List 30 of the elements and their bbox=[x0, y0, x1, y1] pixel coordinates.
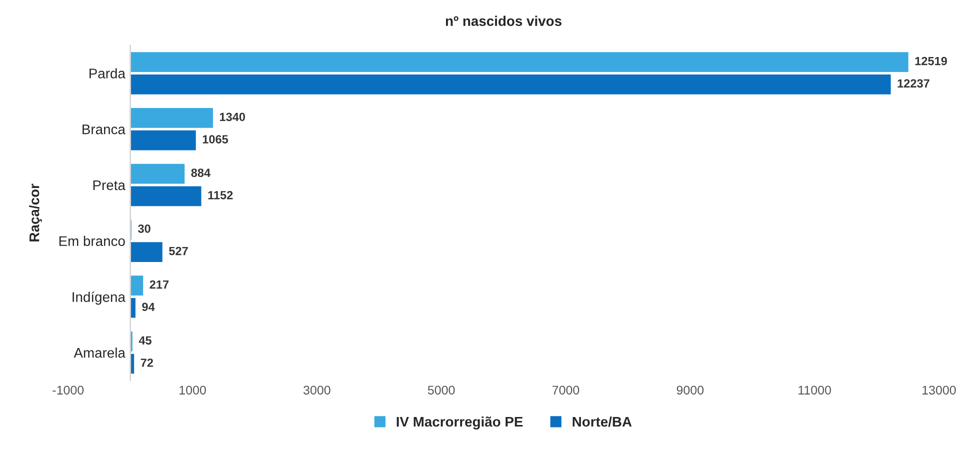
x-tick-label: 7000 bbox=[552, 386, 580, 395]
y-tick-label: Amarela bbox=[74, 348, 126, 358]
y-tick-label: Parda bbox=[90, 68, 126, 78]
legend-label: Norte/BA bbox=[572, 416, 632, 427]
x-tick-label: 11000 bbox=[798, 386, 831, 395]
data-label: 1065 bbox=[202, 135, 228, 144]
data-label: 527 bbox=[169, 246, 188, 256]
data-label: 94 bbox=[142, 302, 155, 312]
x-tick-label: 3000 bbox=[303, 386, 330, 395]
data-label: 30 bbox=[138, 224, 150, 233]
data-label: 45 bbox=[138, 336, 152, 345]
y-tick-label: Preta bbox=[93, 180, 126, 190]
y-tick-label: Branca bbox=[82, 124, 126, 134]
y-tick-label: Indígena bbox=[72, 292, 126, 305]
x-tick-label: 5000 bbox=[428, 386, 455, 395]
y-tick-label: Em branco bbox=[59, 236, 125, 246]
data-label: 12237 bbox=[898, 79, 930, 88]
data-label: 884 bbox=[191, 168, 210, 177]
x-tick-label: -1000 bbox=[52, 386, 84, 395]
x-tick-label: 9000 bbox=[676, 386, 704, 395]
x-tick-label: 1000 bbox=[180, 386, 206, 395]
chart-title: nº nascidos vivos bbox=[446, 16, 562, 26]
data-label: 1340 bbox=[220, 112, 245, 122]
x-tick-label: 13000 bbox=[922, 386, 956, 395]
y-axis-title: Raça/cor bbox=[29, 184, 42, 242]
data-label: 12519 bbox=[915, 56, 947, 66]
data-label: 1152 bbox=[208, 190, 233, 200]
data-label: 72 bbox=[140, 358, 154, 367]
data-label: 217 bbox=[150, 280, 169, 289]
legend-label: IV Macrorregião PE bbox=[396, 416, 523, 430]
